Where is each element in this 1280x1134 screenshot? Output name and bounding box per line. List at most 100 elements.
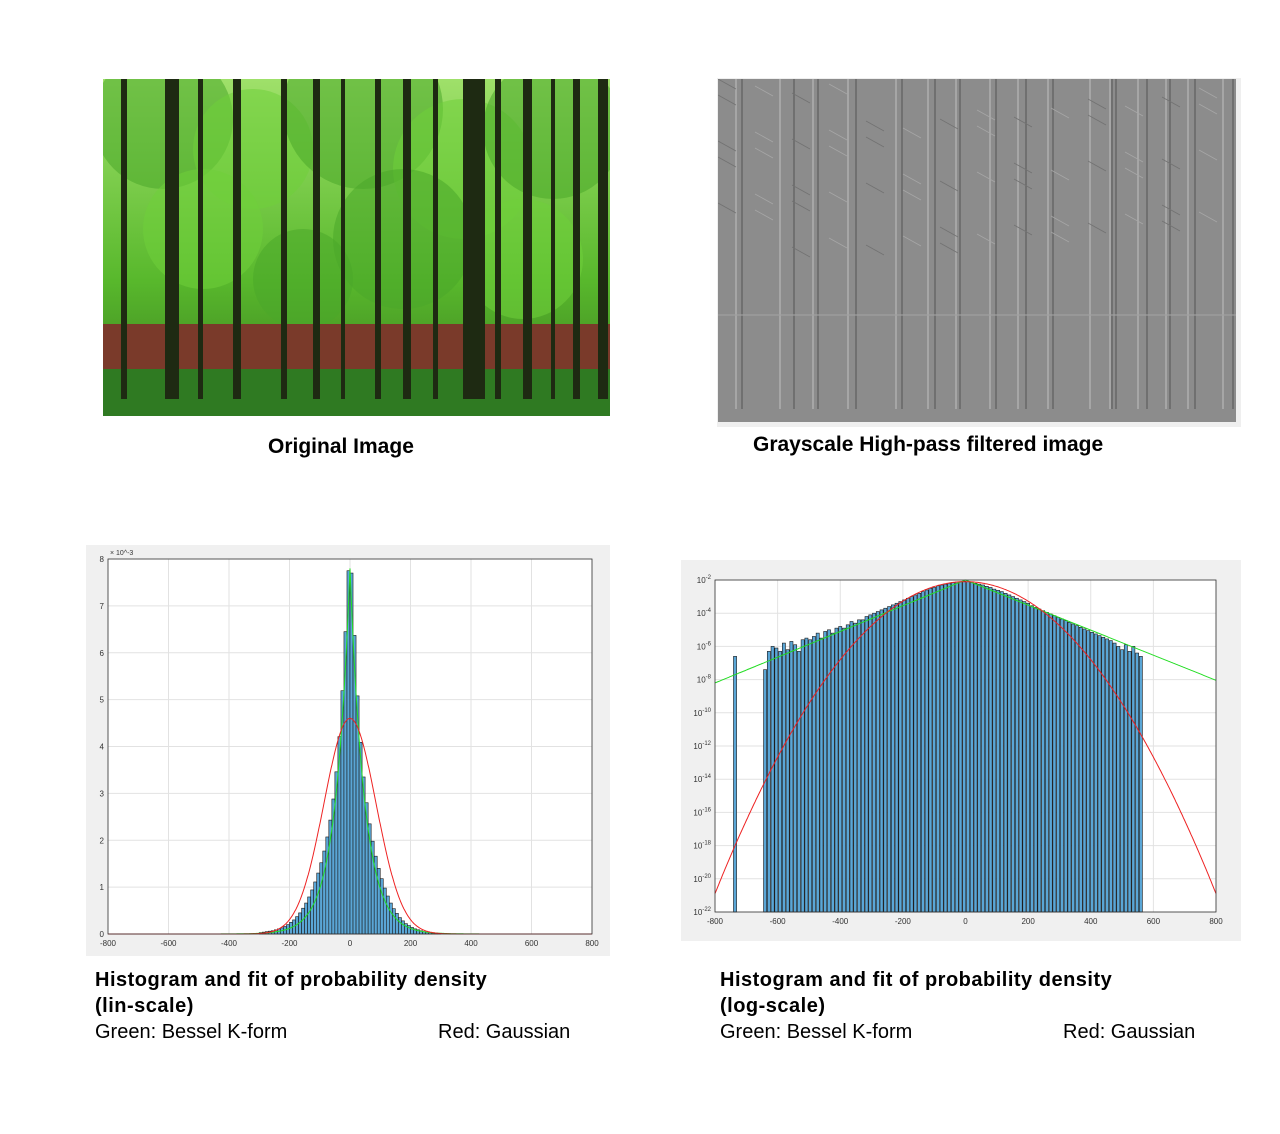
- histogram-bar: [1123, 644, 1128, 913]
- histogram-bar: [962, 581, 967, 913]
- tree-trunk: [433, 79, 438, 399]
- histogram-bar: [1078, 627, 1083, 913]
- histogram-bar: [763, 669, 767, 913]
- tree-trunk: [523, 79, 532, 399]
- histogram-bar: [1090, 631, 1094, 913]
- histogram-bar: [1060, 618, 1064, 913]
- tree-trunk: [341, 79, 345, 399]
- log-chart-title-line2: (log-scale): [720, 995, 826, 1017]
- histogram-bar: [936, 585, 940, 913]
- histogram-bar: [343, 631, 348, 935]
- highpass-image-caption: Grayscale High-pass filtered image: [753, 433, 1104, 456]
- histogram-bar: [1014, 597, 1019, 913]
- y-tick-label: 10-22: [693, 907, 711, 917]
- histogram-bar: [812, 636, 816, 913]
- histogram-bar: [984, 586, 989, 913]
- y-tick-label: 10-12: [693, 741, 711, 751]
- histogram-bar: [981, 584, 985, 913]
- histogram-bar: [868, 614, 873, 913]
- histogram-bar: [322, 850, 327, 935]
- histogram-bar: [804, 637, 809, 913]
- histogram-bar: [1007, 594, 1012, 913]
- x-tick-label: 400: [1084, 917, 1098, 926]
- histogram-bar: [1075, 625, 1079, 913]
- x-tick-label: -200: [281, 939, 298, 948]
- histogram-bar: [999, 591, 1004, 913]
- x-tick-label: -600: [160, 939, 177, 948]
- branch-edge: [865, 120, 885, 132]
- x-tick-label: -200: [895, 917, 912, 926]
- histogram-bar: [1093, 633, 1098, 913]
- histogram-bar: [921, 591, 925, 913]
- branch-edge: [1161, 96, 1181, 108]
- branch-edge: [828, 83, 848, 95]
- branch-edge: [976, 125, 996, 137]
- tree-trunk: [495, 79, 501, 399]
- branch-edge: [754, 193, 774, 205]
- y-tick-label: 10-20: [693, 874, 711, 884]
- histogram-bar: [1003, 592, 1008, 913]
- histogram-bar: [845, 624, 850, 913]
- histogram-bar: [939, 584, 944, 913]
- tree-trunk: [463, 79, 485, 399]
- x-tick-label: -400: [221, 939, 238, 948]
- tree-trunk: [551, 79, 555, 399]
- histogram-bar: [379, 878, 384, 935]
- tree-trunk: [573, 79, 580, 399]
- branch-edge: [939, 180, 959, 192]
- branch-edge: [791, 200, 811, 212]
- branch-edge: [828, 145, 848, 157]
- x-tick-label: -600: [770, 917, 787, 926]
- histogram-bar: [969, 582, 974, 913]
- histogram-log-chart: -800 -600 -400 -200 0 200 400 600 800 10-22 10-20 1…: [681, 560, 1241, 941]
- histogram-bar: [304, 902, 308, 935]
- histogram-bar: [1030, 605, 1034, 913]
- tree-trunk: [198, 79, 203, 399]
- histogram-bar: [789, 641, 794, 913]
- histogram-bar: [1041, 610, 1046, 913]
- histogram-bar: [1135, 652, 1139, 913]
- branch-edge: [1013, 178, 1033, 190]
- histogram-bar: [924, 589, 929, 913]
- y-tick-label: 6: [100, 649, 105, 658]
- histogram-bar: [860, 619, 865, 913]
- x-tick-label: 200: [404, 939, 418, 948]
- tree-trunk: [165, 79, 179, 399]
- y-tick-label: 10-8: [697, 675, 712, 685]
- histogram-bar: [334, 771, 339, 935]
- branch-edge: [828, 129, 848, 141]
- histogram-bar: [1082, 628, 1087, 913]
- lin-legend-red: Red: Gaussian: [438, 1021, 571, 1043]
- x-tick-label: -400: [832, 917, 849, 926]
- histogram-bar: [879, 609, 884, 913]
- x-tick-label: 400: [464, 939, 478, 948]
- x-tick-label: 0: [963, 917, 968, 926]
- histogram-bar: [966, 581, 970, 913]
- branch-edge: [754, 85, 774, 97]
- branch-edge: [1198, 103, 1218, 115]
- histogram-bar: [902, 599, 906, 913]
- histogram-bar: [898, 601, 903, 913]
- histogram-bar: [834, 627, 839, 913]
- histogram-bar: [996, 589, 1000, 913]
- y-exponent-label: × 10^-3: [110, 550, 133, 557]
- branch-edge: [754, 131, 774, 143]
- histogram-bar: [1037, 608, 1042, 913]
- histogram-bar: [913, 594, 918, 913]
- branch-edge: [1087, 222, 1107, 234]
- y-tick-label: 5: [100, 696, 105, 705]
- branch-edge: [1198, 149, 1218, 161]
- histogram-bar: [973, 583, 978, 913]
- histogram-bar: [1052, 615, 1057, 913]
- histogram-bar: [1101, 636, 1106, 913]
- branch-edge: [976, 109, 996, 121]
- branch-edge: [718, 94, 737, 106]
- gaussian-fit-line: [714, 581, 1217, 894]
- log-chart-title: Histogram and fit of probability density…: [720, 967, 1112, 1019]
- branch-edge: [902, 235, 922, 247]
- histogram-bar: [774, 647, 779, 913]
- tree-trunk: [598, 79, 608, 399]
- forest-undergrowth: [103, 369, 610, 416]
- histogram-bar: [770, 646, 775, 913]
- histogram-bar: [1018, 599, 1023, 913]
